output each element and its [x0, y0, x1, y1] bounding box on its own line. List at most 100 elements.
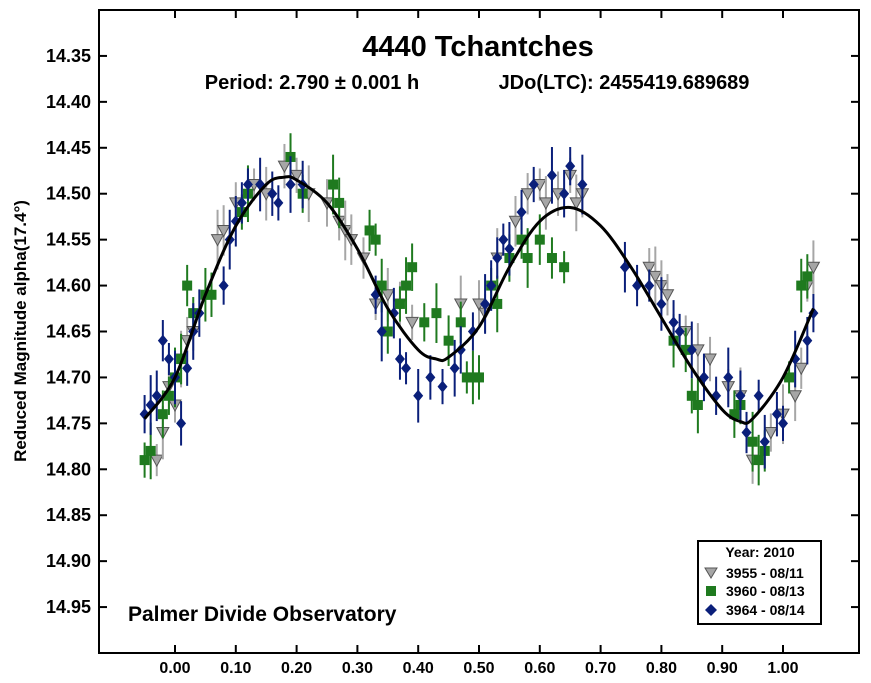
data-point-square [364, 225, 375, 236]
data-point-square [680, 344, 691, 355]
data-point-square [407, 262, 418, 273]
data-point-square [394, 298, 405, 309]
data-point-diamond [759, 435, 770, 448]
data-point-square [546, 253, 557, 264]
data-point-square [747, 436, 758, 447]
data-point-triangle [788, 390, 803, 403]
data-point-diamond [486, 279, 497, 292]
data-point-triangle [277, 160, 292, 174]
data-point-square [522, 253, 533, 264]
data-point-diamond [157, 334, 168, 347]
data-point-diamond [577, 178, 588, 191]
legend-marker-3960 [706, 586, 716, 596]
x-tick-label: 0.00 [159, 660, 190, 677]
data-point-triangle [210, 234, 225, 247]
data-point-square [492, 298, 503, 309]
x-tick-labels: 0.00 0.10 0.20 0.30 0.40 0.50 0.60 0.70 0.80 0.90… [159, 660, 798, 677]
x-tick-label: 0.30 [342, 660, 373, 677]
data-point-diamond [559, 187, 570, 200]
data-point-diamond [802, 334, 813, 347]
data-point-square [145, 445, 156, 456]
legend-entry-3960: 3960 - 08/13 [726, 583, 805, 599]
data-point-square [474, 372, 484, 383]
x-tick-label: 0.10 [220, 660, 251, 677]
data-point-diamond [394, 353, 405, 366]
plot-frame [98, 9, 860, 654]
data-point-square [802, 271, 813, 282]
data-point-square [796, 280, 807, 291]
data-point-square [729, 409, 740, 420]
data-point-square [443, 335, 454, 346]
data-point-square [686, 390, 697, 401]
data-point-diamond [425, 371, 436, 384]
data-point-diamond [528, 178, 539, 191]
y-tick-label: 14.95 [46, 597, 91, 617]
data-point-diamond [176, 417, 187, 430]
data-point-triangle [794, 362, 809, 376]
data-point-triangle [763, 427, 778, 440]
legend: Year: 2010 3955 - 08/11 3960 - 08/13 396… [697, 540, 822, 625]
data-point-square [139, 455, 150, 466]
data-point-triangle [216, 224, 231, 238]
y-tick-label: 14.90 [46, 551, 91, 571]
legend-marker-3964 [705, 604, 717, 616]
x-tick-label: 0.40 [403, 660, 434, 677]
data-point-diamond [565, 160, 576, 173]
y-tick-label: 14.85 [46, 505, 91, 525]
data-point-diamond [644, 279, 655, 292]
data-point-diamond [771, 408, 782, 421]
y-tick-labels: 14.35 14.40 14.45 14.50 14.55 14.60 14.65 14.70… [46, 46, 91, 617]
data-point-triangle [405, 316, 419, 330]
data-point-square [455, 317, 466, 328]
period-label: Period: 2.790 ± 0.001 h [205, 72, 419, 94]
data-point-diamond [778, 417, 788, 430]
x-tick-label: 0.70 [585, 660, 616, 677]
data-point-square [559, 262, 570, 273]
y-tick-label: 14.65 [46, 322, 91, 342]
data-point-square [534, 234, 545, 245]
data-point-square [467, 372, 478, 383]
data-point-diamond [668, 316, 679, 329]
data-point-square [784, 372, 795, 383]
data-point-square [516, 234, 527, 245]
data-point-diamond [516, 206, 527, 219]
data-point-square [753, 455, 764, 466]
data-point-square [376, 280, 387, 291]
data-point-triangle [642, 261, 657, 275]
data-point-triangle [660, 289, 675, 302]
data-point-triangle [703, 353, 717, 367]
data-point-diamond [267, 187, 278, 200]
data-point-diamond [449, 362, 460, 375]
y-tick-label: 14.35 [46, 46, 91, 66]
data-point-triangle [569, 197, 584, 210]
data-point-diamond [492, 252, 503, 265]
data-point-diamond [480, 297, 491, 310]
data-point-square [328, 179, 339, 190]
data-point-diamond [163, 353, 174, 366]
data-point-diamond [285, 178, 296, 191]
data-point-diamond [753, 389, 764, 402]
x-tick-label: 0.80 [646, 660, 677, 677]
data-point-triangle [520, 188, 535, 201]
data-point-diamond [498, 233, 509, 246]
y-tick-label: 14.70 [46, 367, 91, 387]
data-point-square [334, 197, 345, 208]
y-tick-label: 14.55 [46, 230, 91, 250]
axis-ticks [99, 10, 859, 653]
legend-entry-3964: 3964 - 08/14 [726, 602, 805, 618]
data-point-square [461, 372, 472, 383]
data-point-triangle [539, 197, 553, 210]
legend-entry-3955: 3955 - 08/11 [726, 565, 804, 581]
y-tick-label: 14.60 [46, 276, 91, 296]
data-point-square [206, 289, 217, 300]
data-point-diamond [401, 362, 412, 375]
data-point-square [157, 409, 168, 420]
data-point-square [182, 280, 193, 291]
data-point-diamond [735, 389, 746, 402]
data-point-diamond [504, 242, 515, 255]
data-point-diamond [656, 297, 667, 310]
y-tick-label: 14.80 [46, 459, 91, 479]
data-point-square [370, 234, 381, 245]
data-point-diamond [686, 343, 697, 356]
data-point-triangle [806, 261, 821, 275]
